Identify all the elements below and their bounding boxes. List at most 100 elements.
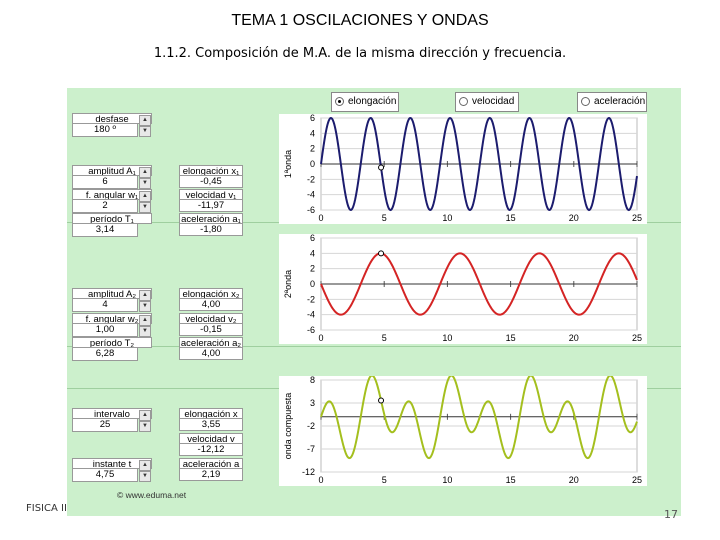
elongation-1-label: elongación x₁ bbox=[179, 165, 243, 176]
spin-up-icon[interactable]: ▲ bbox=[139, 191, 151, 202]
velocity-2-value: -0,15 bbox=[179, 324, 243, 336]
angular-1-spinner[interactable]: ▲ ▼ bbox=[139, 191, 151, 213]
x-tick-label: 15 bbox=[506, 213, 516, 223]
amplitude-2-value[interactable]: 4 bbox=[72, 299, 138, 312]
instant-marker bbox=[378, 250, 385, 257]
radio-unselected-icon bbox=[459, 97, 468, 106]
spin-down-icon[interactable]: ▼ bbox=[139, 178, 151, 189]
acceleration-label: aceleración a bbox=[179, 458, 243, 469]
x-tick-label: 25 bbox=[632, 475, 642, 485]
period-2-display: período T₂ 6,28 bbox=[72, 337, 152, 361]
interval-label: intervalo bbox=[72, 408, 152, 419]
x-tick-label: 5 bbox=[382, 333, 387, 343]
y-tick-label: -6 bbox=[307, 205, 315, 215]
spin-up-icon[interactable]: ▲ bbox=[139, 460, 151, 471]
page-number: 17 bbox=[664, 508, 678, 521]
amplitude-1-spinner[interactable]: ▲ ▼ bbox=[139, 167, 151, 189]
spin-up-icon[interactable]: ▲ bbox=[139, 315, 151, 326]
spin-down-icon[interactable]: ▼ bbox=[139, 421, 151, 432]
instant-control: instante t 4,75 ▲ ▼ bbox=[72, 458, 152, 482]
elongation-1-readout: elongación x₁ -0,45 bbox=[179, 165, 243, 188]
angular-2-spinner[interactable]: ▲ ▼ bbox=[139, 315, 151, 337]
angular-2-value[interactable]: 1,00 bbox=[72, 324, 138, 337]
acceleration-readout: aceleración a 2,19 bbox=[179, 458, 243, 481]
instant-spinner[interactable]: ▲ ▼ bbox=[139, 460, 151, 482]
radio-velocidad[interactable]: velocidad bbox=[455, 92, 519, 112]
y-tick-label: -4 bbox=[307, 190, 315, 200]
spin-up-icon[interactable]: ▲ bbox=[139, 115, 151, 126]
chart-background bbox=[279, 376, 647, 486]
instant-value[interactable]: 4,75 bbox=[72, 469, 138, 482]
acceleration-2-value: 4,00 bbox=[179, 348, 243, 360]
acceleration-1-label: aceleración a₁ bbox=[179, 213, 243, 224]
period-1-value: 3,14 bbox=[72, 224, 138, 237]
series-line bbox=[320, 252, 638, 316]
spin-down-icon[interactable]: ▼ bbox=[139, 126, 151, 137]
radio-selected-icon bbox=[335, 97, 344, 106]
angular-1-control: f. angular w₁ 2 ▲ ▼ bbox=[72, 189, 152, 213]
series-line bbox=[320, 116, 638, 212]
x-tick-label: 25 bbox=[632, 213, 642, 223]
amplitude-2-label: amplitud A₂ bbox=[72, 288, 152, 299]
instant-label: instante t bbox=[72, 458, 152, 469]
period-1-label: período T₁ bbox=[72, 213, 152, 224]
angular-1-value[interactable]: 2 bbox=[72, 200, 138, 213]
y-tick-label: 4 bbox=[310, 128, 315, 138]
angular-2-label: f. angular w₂ bbox=[72, 313, 152, 324]
period-2-label: período T₂ bbox=[72, 337, 152, 348]
x-tick-label: 10 bbox=[442, 213, 452, 223]
interval-value[interactable]: 25 bbox=[72, 419, 138, 432]
x-tick-label: 20 bbox=[569, 213, 579, 223]
spin-down-icon[interactable]: ▼ bbox=[139, 202, 151, 213]
instant-marker bbox=[378, 164, 385, 171]
x-tick-label: 20 bbox=[569, 475, 579, 485]
spin-up-icon[interactable]: ▲ bbox=[139, 167, 151, 178]
elongation-readout: elongación x 3,55 bbox=[179, 408, 243, 431]
acceleration-2-label: aceleración a₂ bbox=[179, 337, 243, 348]
elongation-2-label: elongación x₂ bbox=[179, 288, 243, 299]
series-line bbox=[320, 376, 638, 460]
x-tick-label: 15 bbox=[506, 475, 516, 485]
radio-aceleracion[interactable]: aceleración bbox=[577, 92, 647, 112]
period-1-display: período T₁ 3,14 bbox=[72, 213, 152, 237]
desfase-value[interactable]: 180 º bbox=[72, 124, 138, 137]
spin-down-icon[interactable]: ▼ bbox=[139, 301, 151, 312]
amplitude-2-spinner[interactable]: ▲ ▼ bbox=[139, 290, 151, 312]
y-tick-label: 2 bbox=[310, 144, 315, 154]
radio-label: aceleración bbox=[594, 96, 646, 107]
instant-marker bbox=[378, 397, 385, 404]
y-tick-label: -7 bbox=[307, 444, 315, 454]
y-tick-label: 0 bbox=[310, 159, 315, 169]
radio-elongacion[interactable]: elongación bbox=[331, 92, 399, 112]
velocity-2-label: velocidad v₂ bbox=[179, 313, 243, 324]
radio-label: elongación bbox=[348, 96, 397, 107]
acceleration-value: 2,19 bbox=[179, 469, 243, 481]
oscillation-applet: elongación velocidad aceleración desfase… bbox=[67, 88, 681, 516]
velocity-2-readout: velocidad v₂ -0,15 bbox=[179, 313, 243, 336]
angular-1-label: f. angular w₁ bbox=[72, 189, 152, 200]
interval-spinner[interactable]: ▲ ▼ bbox=[139, 410, 151, 432]
elongation-2-value: 4,00 bbox=[179, 299, 243, 311]
elongation-1-value: -0,45 bbox=[179, 176, 243, 188]
spin-up-icon[interactable]: ▲ bbox=[139, 290, 151, 301]
x-tick-label: 0 bbox=[318, 333, 323, 343]
chart-wave-2: 6 4 2 0 -2 -4 -6 0 5 10 15 20 25 2ªonda bbox=[279, 234, 647, 344]
spin-up-icon[interactable]: ▲ bbox=[139, 410, 151, 421]
y-tick-label: 3 bbox=[310, 398, 315, 408]
y-axis-label: 1ªonda bbox=[283, 150, 293, 178]
y-tick-label: -4 bbox=[307, 310, 315, 320]
y-tick-label: 8 bbox=[310, 376, 315, 385]
amplitude-1-value[interactable]: 6 bbox=[72, 176, 138, 189]
footer-course: FISICA II bbox=[26, 503, 67, 514]
desfase-spinner[interactable]: ▲ ▼ bbox=[139, 115, 151, 137]
spin-down-icon[interactable]: ▼ bbox=[139, 471, 151, 482]
watermark-text: © www.eduma.net bbox=[117, 490, 187, 500]
chart-wave-1: 6 4 2 0 -2 -4 -6 0 5 10 15 20 25 1ªonda bbox=[279, 114, 647, 224]
x-tick-label: 0 bbox=[318, 213, 323, 223]
elongation-2-readout: elongación x₂ 4,00 bbox=[179, 288, 243, 311]
y-tick-label: 4 bbox=[310, 248, 315, 258]
acceleration-1-value: -1,80 bbox=[179, 224, 243, 236]
spin-down-icon[interactable]: ▼ bbox=[139, 326, 151, 337]
acceleration-1-readout: aceleración a₁ -1,80 bbox=[179, 213, 243, 236]
